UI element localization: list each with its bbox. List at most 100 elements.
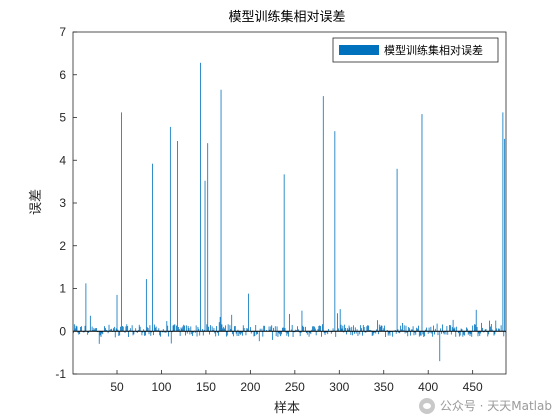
bar <box>348 325 350 332</box>
bars-layer <box>73 62 506 362</box>
bar <box>436 323 438 332</box>
bar <box>440 328 442 332</box>
bar <box>272 331 274 340</box>
x-tick-label: 50 <box>110 380 124 394</box>
bar <box>463 331 465 335</box>
bar <box>479 331 481 336</box>
bar <box>286 331 288 336</box>
bar <box>417 328 418 332</box>
bar <box>484 329 486 332</box>
bar <box>133 331 135 335</box>
bar <box>480 331 482 334</box>
bar <box>490 324 492 332</box>
bar <box>235 331 237 334</box>
bar <box>197 327 199 332</box>
bar <box>238 331 240 337</box>
bar <box>370 330 371 332</box>
bar <box>324 331 326 336</box>
bar <box>426 327 427 332</box>
bar <box>124 331 126 333</box>
bar <box>141 331 143 336</box>
bar <box>137 330 139 332</box>
bar <box>222 328 224 332</box>
bar <box>495 320 497 332</box>
bar <box>450 331 452 335</box>
bar <box>363 327 365 332</box>
bar <box>449 325 450 332</box>
bar <box>378 324 380 332</box>
bar <box>405 325 407 332</box>
bar <box>337 313 338 332</box>
bar <box>142 331 144 333</box>
bar <box>284 328 286 332</box>
bar <box>91 326 93 332</box>
bar <box>355 331 357 334</box>
bar <box>385 331 386 337</box>
bar <box>100 331 102 337</box>
bar <box>211 326 213 332</box>
bar <box>386 330 388 332</box>
bar <box>98 331 100 344</box>
bar <box>215 331 217 337</box>
bar <box>373 331 375 334</box>
bar <box>310 331 312 335</box>
bar <box>253 331 255 337</box>
bar <box>454 327 456 332</box>
bar <box>158 328 160 332</box>
bar <box>274 326 276 332</box>
bar <box>434 331 435 335</box>
bar <box>379 326 381 332</box>
bar <box>429 331 431 334</box>
bar <box>388 331 390 334</box>
bar <box>177 141 178 332</box>
y-tick-label: 5 <box>59 111 66 125</box>
bar <box>332 328 334 332</box>
bar <box>315 331 317 336</box>
bar <box>291 324 293 332</box>
bar <box>263 325 265 332</box>
bar <box>410 331 411 336</box>
bar <box>73 331 74 334</box>
bar <box>145 279 147 332</box>
bar <box>105 329 107 332</box>
x-tick-label: 250 <box>285 380 305 394</box>
y-tick-label: 7 <box>59 25 66 39</box>
bar <box>89 315 91 332</box>
bar <box>352 331 354 336</box>
bar <box>281 331 282 335</box>
bar <box>415 331 417 335</box>
bar <box>410 329 412 332</box>
bar <box>421 114 423 332</box>
bar <box>496 328 498 332</box>
bar <box>354 327 356 332</box>
bar <box>489 320 490 332</box>
bar <box>239 331 241 334</box>
bar <box>488 331 490 335</box>
bar <box>346 328 348 332</box>
bar <box>277 331 279 337</box>
bar <box>243 327 245 332</box>
x-tick-label: 450 <box>463 380 483 394</box>
bar <box>292 331 294 337</box>
bar <box>458 331 459 334</box>
bar <box>451 327 453 332</box>
bar <box>313 326 315 332</box>
bar <box>185 331 186 336</box>
bar <box>367 325 369 332</box>
bar <box>318 325 320 332</box>
bar <box>108 324 110 332</box>
bar <box>342 325 344 332</box>
bar <box>125 326 127 332</box>
bar <box>174 324 176 332</box>
bar <box>445 331 447 335</box>
bar <box>312 326 314 332</box>
bar <box>208 326 209 332</box>
bar <box>257 331 258 335</box>
bar <box>279 331 281 335</box>
bar <box>212 330 214 332</box>
bar <box>146 327 148 332</box>
bar <box>364 331 366 333</box>
bar <box>377 320 378 332</box>
bar <box>217 331 219 336</box>
bar <box>411 329 413 332</box>
